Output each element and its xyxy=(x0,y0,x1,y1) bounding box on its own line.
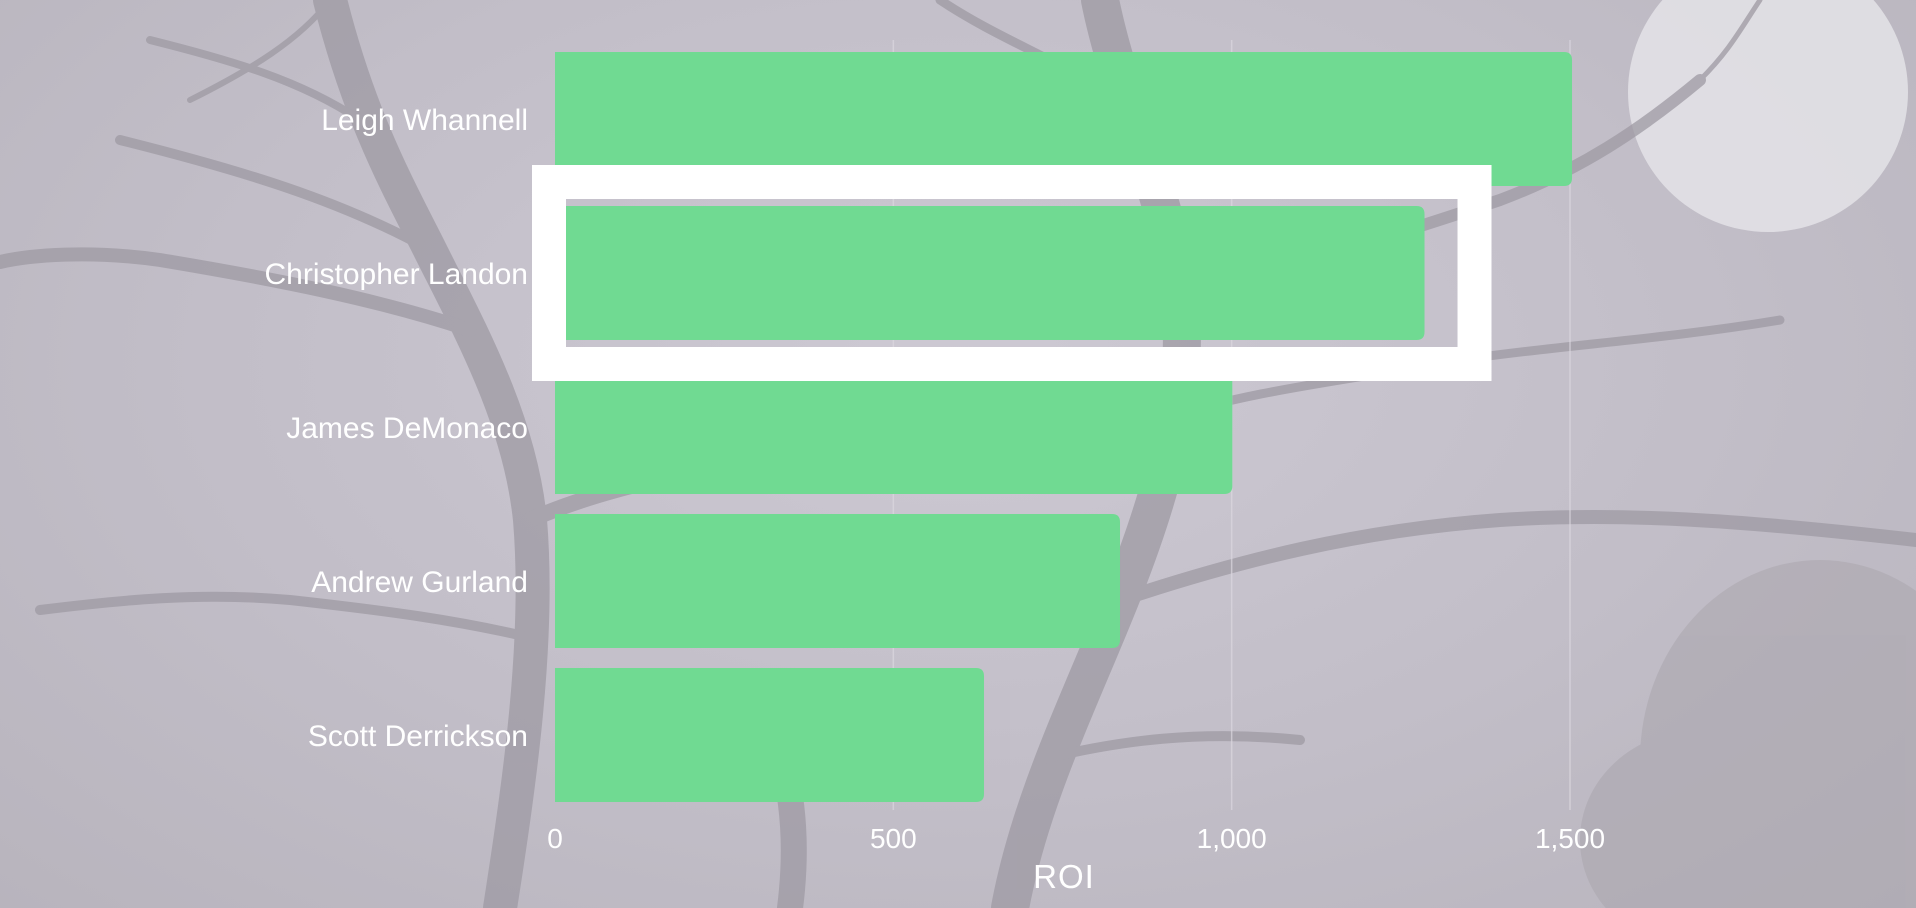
bars xyxy=(555,52,1573,802)
x-tick-labels: 0 500 1,000 1,500 xyxy=(547,823,1605,854)
bar-andrew-gurland xyxy=(555,514,1121,648)
category-label: Leigh Whannell xyxy=(321,104,528,137)
category-labels: Leigh Whannell Christopher Landon James De… xyxy=(264,104,528,753)
bar-christopher-landon xyxy=(555,206,1425,340)
category-label: Andrew Gurland xyxy=(311,566,528,599)
moon xyxy=(1628,0,1908,232)
bar-james-demonaco xyxy=(555,360,1233,494)
x-axis-title: ROI xyxy=(1033,858,1095,895)
bar-scott-derrickson xyxy=(555,668,985,802)
category-label: Scott Derrickson xyxy=(308,720,528,753)
x-tick-label: 1,500 xyxy=(1535,823,1605,854)
category-label: James DeMonaco xyxy=(286,412,528,445)
x-tick-label: 500 xyxy=(870,823,917,854)
x-tick-label: 0 xyxy=(547,823,563,854)
highlight xyxy=(532,165,1492,381)
x-tick-label: 1,000 xyxy=(1197,823,1267,854)
category-label: Christopher Landon xyxy=(264,258,528,291)
bar-leigh-whannell xyxy=(555,52,1573,186)
highlight-frame xyxy=(532,165,1492,381)
bushes xyxy=(1580,560,1916,908)
